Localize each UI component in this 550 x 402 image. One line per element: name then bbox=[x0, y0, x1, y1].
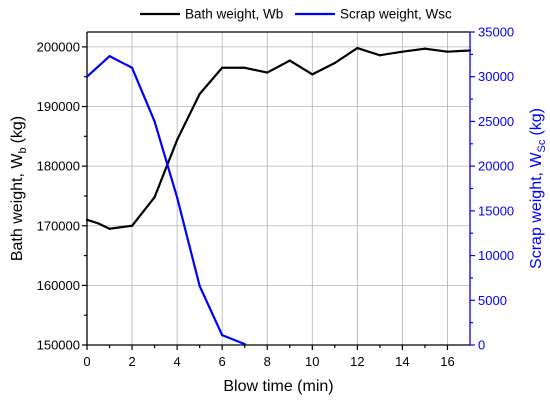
data-point-bath-weight-wb bbox=[401, 50, 404, 53]
left-y-tick-label: 150000 bbox=[37, 338, 80, 353]
series bbox=[85, 46, 472, 346]
data-point-bath-weight-wb bbox=[221, 66, 224, 69]
series-bath-weight-wb bbox=[85, 46, 472, 230]
data-point-scrap-weight-wsc bbox=[108, 55, 111, 58]
data-point-bath-weight-wb bbox=[356, 47, 359, 50]
data-point-bath-weight-wb bbox=[311, 73, 314, 76]
left-y-tick-label: 160000 bbox=[37, 278, 80, 293]
right-y-tick-label: 5000 bbox=[478, 293, 507, 308]
left-y-tick-label: 170000 bbox=[37, 218, 80, 233]
x-tick-label: 6 bbox=[219, 354, 226, 369]
data-point-scrap-weight-wsc bbox=[243, 343, 246, 346]
data-point-bath-weight-wb bbox=[446, 50, 449, 53]
x-tick-label: 4 bbox=[174, 354, 181, 369]
x-tick-label: 8 bbox=[264, 354, 271, 369]
data-point-scrap-weight-wsc bbox=[198, 284, 201, 288]
right-y-tick-label: 0 bbox=[478, 338, 485, 353]
data-point-bath-weight-wb bbox=[108, 227, 111, 230]
left-y-axis-title: Bath weight, Wb (kg) bbox=[9, 116, 29, 261]
data-point-bath-weight-wb bbox=[288, 59, 291, 62]
right-y-axis-title: Scrap weight, WSc (kg) bbox=[528, 108, 548, 269]
right-y-tick-label: 10000 bbox=[478, 248, 514, 263]
series-line-scrap-weight-wsc bbox=[85, 55, 246, 346]
right-y-tick-label: 15000 bbox=[478, 203, 514, 218]
x-tick-label: 2 bbox=[128, 354, 135, 369]
data-point-bath-weight-wb bbox=[176, 138, 179, 142]
plot-frame bbox=[86, 31, 470, 346]
legend: Bath weight, Wb Scrap weight, Wsc bbox=[140, 7, 452, 22]
data-point-bath-weight-wb bbox=[423, 47, 427, 50]
legend-item-bath-weight: Bath weight, Wb bbox=[140, 7, 283, 22]
right-y-tick-label: 35000 bbox=[478, 25, 514, 40]
right-y-axis-title-subscript: Sc bbox=[536, 139, 548, 152]
left-y-tick-label: 180000 bbox=[37, 159, 80, 174]
data-point-bath-weight-wb bbox=[153, 196, 156, 199]
legend-label-bath-weight: Bath weight, Wb bbox=[185, 7, 283, 22]
data-point-bath-weight-wb bbox=[266, 71, 269, 74]
axis-ticks: 0 2 4 6 8 10 12 14 16150000160000170000180000190… bbox=[37, 25, 515, 370]
right-y-axis-title-text: Scrap weight, W bbox=[528, 152, 545, 269]
x-tick-label: 0 bbox=[83, 354, 90, 369]
data-point-bath-weight-wb bbox=[333, 61, 336, 65]
left-y-axis-title-text: Bath weight, W bbox=[9, 153, 26, 262]
x-tick-label: 10 bbox=[305, 354, 319, 369]
legend-label-scrap-weight: Scrap weight, Wsc bbox=[340, 7, 452, 22]
x-tick-label: 14 bbox=[395, 354, 409, 369]
data-point-bath-weight-wb bbox=[243, 66, 246, 69]
data-point-scrap-weight-wsc bbox=[153, 120, 156, 123]
data-point-bath-weight-wb bbox=[198, 92, 201, 96]
data-point-scrap-weight-wsc bbox=[130, 66, 134, 69]
right-y-tick-label: 30000 bbox=[478, 69, 514, 84]
data-point-scrap-weight-wsc bbox=[176, 196, 179, 199]
right-y-axis-title-unit: (kg) bbox=[528, 108, 545, 136]
x-tick-label: 16 bbox=[440, 354, 454, 369]
x-tick-label: 12 bbox=[350, 354, 364, 369]
data-point-bath-weight-wb bbox=[130, 224, 134, 227]
left-y-axis-title-unit: (kg) bbox=[9, 116, 26, 144]
left-y-tick-label: 190000 bbox=[37, 99, 80, 114]
x-axis-title: Blow time (min) bbox=[223, 378, 333, 395]
right-y-tick-label: 20000 bbox=[478, 159, 514, 174]
left-y-axis-title-subscript: b bbox=[17, 147, 29, 153]
legend-item-scrap-weight: Scrap weight, Wsc bbox=[295, 7, 452, 22]
data-point-bath-weight-wb bbox=[85, 218, 89, 221]
data-point-bath-weight-wb bbox=[378, 54, 381, 57]
left-y-tick-label: 200000 bbox=[37, 39, 80, 54]
data-point-scrap-weight-wsc bbox=[221, 334, 224, 337]
data-point-bath-weight-wb bbox=[97, 222, 100, 225]
right-y-tick-label: 25000 bbox=[478, 114, 514, 129]
gridlines bbox=[87, 32, 470, 345]
